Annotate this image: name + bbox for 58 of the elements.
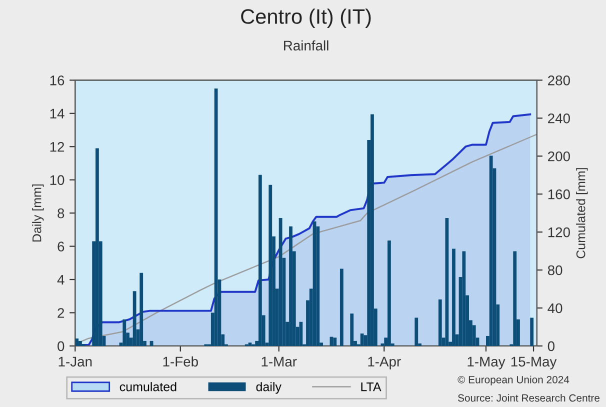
- y2-tick-label: 40: [548, 303, 562, 314]
- y-axis-title: Daily [mm]: [32, 184, 44, 242]
- x-tick-label: 1-Feb: [163, 356, 198, 367]
- y-tick-label: 4: [57, 274, 64, 285]
- bar: [96, 148, 99, 346]
- bar: [530, 318, 534, 346]
- bar: [299, 322, 303, 346]
- y2-tick-label: 0: [548, 341, 555, 352]
- y-tick-label: 2: [58, 308, 64, 318]
- x-tick-label: 1-Apr: [368, 356, 401, 370]
- bar: [78, 340, 82, 346]
- legend-label: LTA: [361, 382, 382, 392]
- y-tick-label: 16: [50, 76, 64, 86]
- bar: [340, 268, 344, 346]
- legend-label: cumulated: [120, 382, 176, 392]
- y2-tick-label: 280: [548, 76, 570, 86]
- y-tick-label: 10: [50, 175, 64, 186]
- bar: [350, 314, 354, 346]
- bar: [122, 319, 126, 346]
- text: © European Union 2024: [458, 376, 570, 386]
- bar: [268, 184, 272, 346]
- y2-tick-label: 160: [548, 189, 570, 200]
- bar: [132, 291, 136, 346]
- y-tick-label: 6: [58, 242, 64, 252]
- bar: [289, 226, 292, 346]
- x-tick-label: 1-Mar: [262, 356, 297, 367]
- bar: [360, 333, 364, 346]
- bar: [445, 218, 449, 346]
- bar: [513, 251, 517, 346]
- bar: [140, 272, 144, 346]
- bar: [214, 88, 218, 346]
- bar: [462, 251, 466, 346]
- bar: [438, 299, 442, 346]
- bar: [370, 114, 374, 346]
- y2-axis-title: Cumulated [mm]: [576, 168, 588, 258]
- legend-label: daily: [256, 382, 282, 394]
- source-note: Source: Joint Research Centre: [458, 394, 600, 402]
- bar: [414, 318, 418, 346]
- x-tick-label: 15-May: [511, 356, 557, 370]
- y-tick-label: 0: [58, 341, 64, 352]
- chart-subtitle: Rainfall: [284, 40, 328, 51]
- bar: [452, 248, 456, 346]
- y-tick-label: 14: [50, 108, 64, 118]
- y2-tick-label: 80: [548, 265, 562, 276]
- bar: [388, 240, 391, 346]
- y2-tick-label: 200: [548, 151, 570, 162]
- bar: [248, 342, 252, 346]
- bar: [489, 156, 493, 346]
- y-tick-label: 8: [58, 208, 64, 218]
- y-tick-label: 12: [50, 142, 64, 152]
- bar: [333, 338, 337, 346]
- chart-title: Centro (It) (IT): [241, 8, 371, 28]
- y2-tick-label: 240: [548, 113, 570, 124]
- y2-tick-label: 120: [548, 227, 570, 238]
- x-tick-label: 1-May: [468, 356, 506, 370]
- x-tick-label: 1-Jan: [58, 356, 92, 367]
- bar: [278, 218, 282, 346]
- bar: [258, 174, 262, 346]
